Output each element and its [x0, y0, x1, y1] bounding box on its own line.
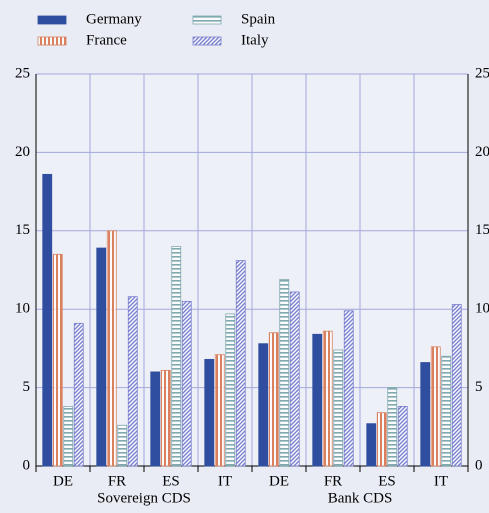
bar: [387, 387, 398, 467]
legend-swatch: [192, 36, 222, 46]
bar: [420, 362, 431, 467]
y-tick-label: 0: [23, 457, 31, 473]
y-tick-label: 15: [15, 222, 30, 238]
x-tick-label: IT: [218, 473, 232, 489]
x-tick-label: FR: [324, 473, 342, 489]
y2-tick-label: 25: [475, 65, 489, 81]
bar: [117, 424, 128, 467]
group-label: Bank CDS: [328, 490, 393, 506]
y2-tick-label: 5: [475, 379, 483, 395]
bar: [279, 279, 290, 467]
bar: [160, 369, 171, 467]
y2-tick-label: 0: [475, 457, 483, 473]
bar: [441, 355, 452, 467]
bar: [312, 333, 323, 467]
bar: [171, 246, 182, 467]
x-tick-label: FR: [108, 473, 126, 489]
bar: [333, 349, 344, 467]
legend-swatch: [37, 36, 67, 46]
bar: [376, 412, 387, 467]
legend-label: Germany: [86, 11, 142, 27]
x-tick-label: DE: [53, 473, 73, 489]
bar: [42, 173, 53, 467]
bar: [225, 313, 236, 467]
legend-label: France: [86, 32, 127, 48]
bar: [73, 322, 84, 467]
x-tick-label: ES: [378, 473, 396, 489]
bar: [268, 332, 279, 467]
group-label: Sovereign CDS: [97, 490, 191, 506]
x-tick-label: DE: [269, 473, 289, 489]
bar: [106, 230, 117, 467]
y2-tick-label: 10: [475, 301, 489, 317]
bar: [397, 406, 408, 467]
bar: [214, 354, 225, 467]
legend-label: Italy: [241, 32, 269, 48]
bar: [181, 300, 192, 467]
y-tick-label: 25: [15, 65, 30, 81]
y2-tick-label: 20: [475, 144, 489, 160]
bar: [204, 358, 215, 467]
y-tick-label: 20: [15, 144, 30, 160]
bar: [63, 406, 74, 467]
bar: [451, 304, 462, 467]
x-tick-label: IT: [434, 473, 448, 489]
bar: [430, 346, 441, 467]
legend-swatch: [37, 15, 67, 25]
bar: [52, 253, 63, 467]
bar: [289, 291, 300, 467]
bar: [96, 247, 107, 467]
bar: [366, 423, 377, 467]
bar: [150, 371, 161, 467]
bar: [258, 343, 269, 467]
legend-swatch: [192, 15, 222, 25]
y-tick-label: 10: [15, 301, 30, 317]
y2-tick-label: 15: [475, 222, 489, 238]
legend-label: Spain: [241, 11, 276, 27]
y-tick-label: 5: [23, 379, 31, 395]
x-tick-label: ES: [162, 473, 180, 489]
bar: [343, 310, 354, 467]
bar: [322, 330, 333, 467]
bar: [127, 296, 138, 467]
bar: [235, 260, 246, 467]
